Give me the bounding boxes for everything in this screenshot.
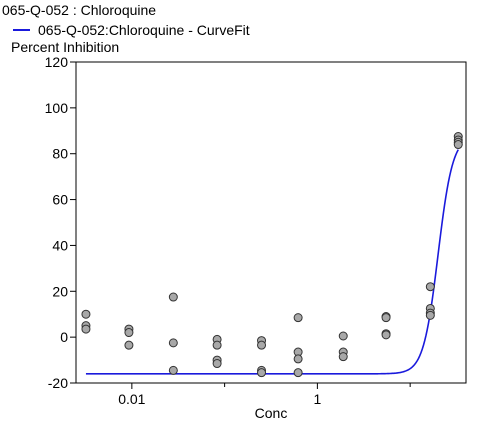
data-point: [168, 365, 178, 375]
plot-frame: [75, 61, 467, 384]
legend-entry-curvefit: 065-Q-052:Chloroquine - CurveFit: [38, 22, 250, 38]
data-point: [293, 354, 303, 364]
x-tick-label: 1: [313, 391, 321, 407]
y-tick-label: 120: [45, 54, 69, 70]
y-tick-label: 40: [52, 237, 68, 253]
data-point: [425, 282, 435, 292]
data-points-layer: [81, 132, 463, 378]
data-point: [168, 292, 178, 302]
y-tick-label: 0: [60, 329, 68, 345]
data-point: [124, 328, 134, 338]
data-point: [81, 324, 91, 334]
chart-title: 065-Q-052 : Chloroquine: [2, 2, 156, 18]
data-point: [381, 313, 391, 323]
data-point: [81, 309, 91, 319]
y-tick-label: 80: [52, 146, 68, 162]
data-point: [212, 359, 222, 369]
data-point: [124, 340, 134, 350]
curve-fit-layer: [85, 149, 459, 375]
y-axis: 120 100 80 60 40 20 0 -20: [45, 54, 76, 391]
data-point: [293, 368, 303, 378]
data-point: [453, 140, 463, 150]
data-point: [257, 340, 267, 350]
data-point: [338, 352, 348, 362]
y-tick-label: 20: [52, 283, 68, 299]
x-axis-label: Conc: [255, 405, 288, 421]
data-point: [293, 313, 303, 323]
x-tick-label: 0.01: [118, 391, 145, 407]
data-point: [338, 331, 348, 341]
data-point: [168, 338, 178, 348]
x-axis: 0.01 1: [118, 383, 411, 407]
y-axis-label: Percent Inhibition: [11, 39, 119, 55]
data-point: [212, 340, 222, 350]
y-tick-label: -20: [48, 375, 68, 391]
data-point: [425, 310, 435, 320]
curve-fit-line: [85, 149, 459, 375]
data-point: [381, 330, 391, 340]
y-tick-label: 60: [52, 192, 68, 208]
data-point: [257, 368, 267, 378]
y-tick-label: 100: [45, 100, 69, 116]
